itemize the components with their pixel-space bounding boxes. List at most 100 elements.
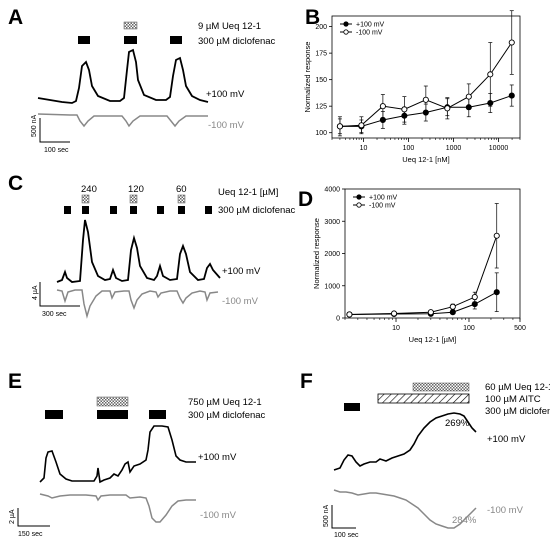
trace-pos-100mv	[56, 219, 221, 283]
data-point-pos	[493, 289, 500, 296]
legend-label: -100 mV	[356, 30, 383, 37]
data-point-neg	[336, 123, 343, 130]
trace-pos-100mv	[37, 48, 209, 104]
diclofenac-bar	[178, 206, 185, 214]
pos-label: +100 mV	[206, 89, 245, 100]
trace-pos-100mv	[333, 412, 477, 471]
x-tick-label: 100	[463, 325, 475, 332]
blocker-label: 300 µM diclofenac	[485, 406, 550, 417]
data-point-neg	[346, 311, 353, 318]
legend-label: +100 mV	[356, 22, 385, 29]
neg-label: -100 mV	[200, 510, 237, 521]
data-point-neg	[444, 105, 451, 112]
data-point-neg	[401, 106, 408, 113]
scale-x-label: 100 sec	[44, 147, 69, 154]
panel-letter-b: B	[305, 6, 320, 29]
trace-neg-100mv	[56, 289, 219, 319]
scale-bar	[331, 505, 356, 529]
legend-marker	[356, 202, 362, 208]
pos-label: +100 mV	[487, 434, 526, 445]
data-point-neg	[471, 293, 478, 301]
y-tick-label: 175	[315, 51, 327, 58]
panel-letter-c: C	[8, 172, 23, 195]
x-axis-label: Ueq 12-1 [nM]	[402, 155, 450, 164]
x-tick-label: 10	[392, 325, 400, 332]
panel-letter-a: A	[8, 6, 23, 29]
data-point-pos	[449, 309, 456, 316]
data-point-neg	[465, 93, 472, 100]
trace-neg-100mv	[39, 493, 196, 523]
data-point-neg	[358, 122, 365, 129]
aitc-label: 100 µM AITC	[485, 394, 541, 405]
drug-label: 750 µM Ueq 12-1	[188, 397, 262, 408]
x-tick-label: 10	[360, 145, 368, 152]
neg-label: -100 mV	[487, 505, 524, 516]
diclofenac-bar	[157, 206, 164, 214]
y-tick-label: 100	[315, 130, 327, 137]
scale-x-label: 300 sec	[42, 311, 67, 318]
panel-d-chart: D 0 1000 2000 3000 4000 10 100 500 Ueq 12-1 [µM] N…	[298, 187, 526, 345]
conc-60: 60	[176, 184, 187, 195]
pos-label: +100 mV	[222, 266, 261, 277]
aitc-bar	[377, 393, 470, 404]
scale-x-label: 150 sec	[18, 531, 43, 538]
scale-bar	[39, 282, 80, 307]
plot-frame	[331, 15, 521, 139]
pos-label: +100 mV	[198, 452, 237, 463]
panel-letter-e: E	[8, 370, 22, 393]
y-tick-label: 125	[315, 104, 327, 111]
conc-120: 120	[128, 184, 144, 195]
drug-label: 9 µM Ueq 12-1	[198, 21, 261, 32]
y-tick-label: 2000	[324, 251, 340, 258]
blocker-label: 300 µM diclofenac	[198, 36, 276, 47]
drug-bar	[177, 194, 186, 204]
diclofenac-bar	[149, 410, 166, 419]
x-tick-label: 100	[403, 145, 415, 152]
y-tick-label: 0	[336, 316, 340, 323]
y-tick-label: 3000	[324, 219, 340, 226]
data-point-pos	[471, 301, 478, 308]
data-point-neg	[427, 309, 434, 316]
panel-letter-d: D	[298, 188, 313, 211]
data-point-neg	[487, 71, 494, 78]
data-point-neg	[449, 303, 456, 310]
diclofenac-bar	[45, 410, 63, 419]
y-tick-label: 4000	[324, 187, 340, 194]
panel-letter-f: F	[300, 370, 313, 393]
diclofenac-bar	[64, 206, 71, 214]
drug-bar	[129, 194, 138, 204]
scale-y-label: 4 µA	[32, 285, 39, 300]
y-tick-label: 200	[315, 24, 327, 31]
blocker-label: 300 µM diclofenac	[218, 205, 296, 216]
conc-240: 240	[81, 184, 97, 195]
pct-neg: 284%	[452, 515, 477, 526]
y-axis-label: Normalized response	[312, 218, 321, 289]
diclofenac-bar	[124, 36, 137, 44]
panel-c: C 240 120 60 Ueq 12-1 [µM] 300 µM diclof…	[8, 172, 296, 319]
panel-f: F 60 µM Ueq 12-1 100 µM AITC 300 µM dicl…	[300, 370, 550, 539]
blocker-label: 300 µM diclofenac	[188, 410, 266, 421]
drug-bar	[96, 396, 129, 407]
diclofenac-bar	[110, 206, 117, 214]
legend-marker	[343, 21, 349, 27]
data-point-neg	[422, 96, 429, 103]
data-point-neg	[493, 232, 500, 239]
diclofenac-bar	[78, 36, 90, 44]
drug-bar	[123, 21, 138, 30]
conc-header: Ueq 12-1 [µM]	[218, 187, 278, 198]
drug-bar	[412, 382, 470, 392]
diclofenac-bar	[170, 36, 182, 44]
panel-b-chart: B 100 125 150 175 200 10 100 1000 10000 Ueq 12-1 […	[303, 6, 521, 164]
legend-marker	[343, 29, 349, 35]
scale-y-label: 2 µA	[9, 509, 16, 524]
x-tick-label: 1000	[446, 145, 462, 152]
scale-bar	[17, 508, 50, 527]
scale-x-label: 100 sec	[334, 532, 359, 539]
data-point-neg	[390, 310, 398, 317]
data-point-pos	[508, 92, 515, 99]
diclofenac-bar	[130, 206, 137, 214]
data-point-neg	[508, 39, 515, 46]
neg-label: -100 mV	[208, 120, 245, 131]
diclofenac-bar	[205, 206, 212, 214]
